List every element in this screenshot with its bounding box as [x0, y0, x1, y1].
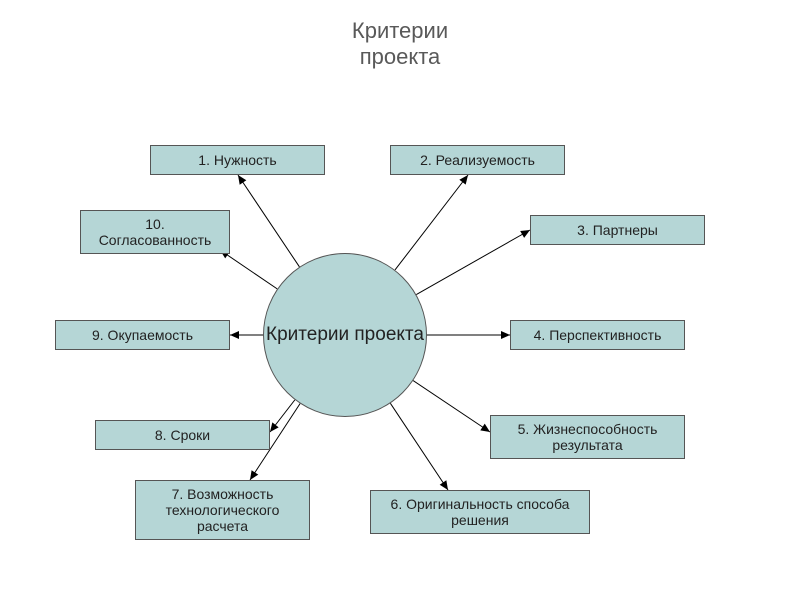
- criterion-node-4: 4. Перспективность: [510, 320, 685, 350]
- criterion-label-8: 8. Сроки: [155, 427, 210, 443]
- center-label: Критерии проекта: [266, 323, 424, 347]
- criterion-node-7: 7. Возможность технологического расчета: [135, 480, 310, 540]
- criterion-label-9: 9. Окупаемость: [92, 327, 193, 343]
- center-node: Критерии проекта: [263, 253, 427, 417]
- criterion-node-6: 6. Оригинальность способа решения: [370, 490, 590, 534]
- criterion-node-2: 2. Реализуемость: [390, 145, 565, 175]
- criterion-node-1: 1. Нужность: [150, 145, 325, 175]
- criterion-label-7: 7. Возможность технологического расчета: [166, 486, 280, 534]
- criterion-label-4: 4. Перспективность: [534, 327, 662, 343]
- criterion-node-5: 5. Жизнеспособность результата: [490, 415, 685, 459]
- criterion-label-3: 3. Партнеры: [577, 222, 658, 238]
- criterion-node-10: 10. Согласованность: [80, 210, 230, 254]
- criterion-label-1: 1. Нужность: [198, 152, 276, 168]
- criterion-label-5: 5. Жизнеспособность результата: [518, 421, 658, 453]
- criterion-node-3: 3. Партнеры: [530, 215, 705, 245]
- criterion-label-10: 10. Согласованность: [99, 216, 212, 248]
- criterion-label-6: 6. Оригинальность способа решения: [391, 496, 570, 528]
- criterion-node-8: 8. Сроки: [95, 420, 270, 450]
- criterion-label-2: 2. Реализуемость: [420, 152, 535, 168]
- criterion-node-9: 9. Окупаемость: [55, 320, 230, 350]
